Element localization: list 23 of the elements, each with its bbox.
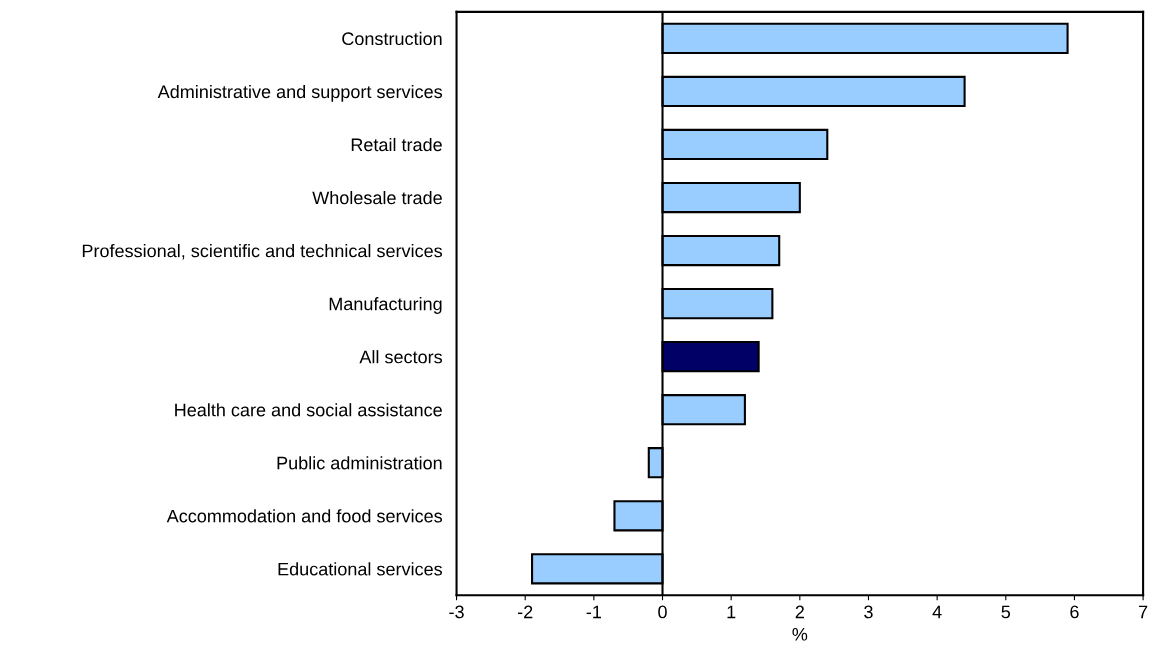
y-tick-label: Retail trade: [351, 137, 442, 152]
x-tick-label: 5: [1001, 605, 1011, 619]
y-tick-label: All sectors: [359, 350, 443, 364]
x-tick-label: 6: [1070, 605, 1079, 619]
y-tick-label: Construction: [342, 31, 442, 46]
x-tick-label: 0: [658, 605, 667, 619]
x-tick-label: -2: [517, 605, 533, 619]
x-tick-label: 1: [727, 605, 736, 619]
y-tick-label: Health care and social assistance: [175, 403, 442, 417]
x-tick-label: 3: [864, 605, 873, 619]
y-tick-label: Accommodation and food services: [166, 509, 443, 523]
x-tick-label: 2: [795, 605, 804, 619]
y-tick-label: Educational services: [278, 562, 443, 576]
y-tick-label: Public administration: [277, 456, 442, 470]
x-tick-label: -1: [586, 605, 602, 619]
y-tick-label: Manufacturing: [329, 297, 442, 314]
y-tick-label: Professional, scientific and technical services: [82, 244, 443, 260]
y-tick-label: Wholesale trade: [312, 190, 442, 205]
y-tick-label: Administrative and support services: [157, 84, 443, 102]
x-tick-label: 4: [932, 605, 942, 619]
x-tick-label: 7: [1139, 605, 1148, 619]
x-tick-label: -3: [449, 605, 464, 619]
x-axis-title: %: [792, 627, 808, 641]
